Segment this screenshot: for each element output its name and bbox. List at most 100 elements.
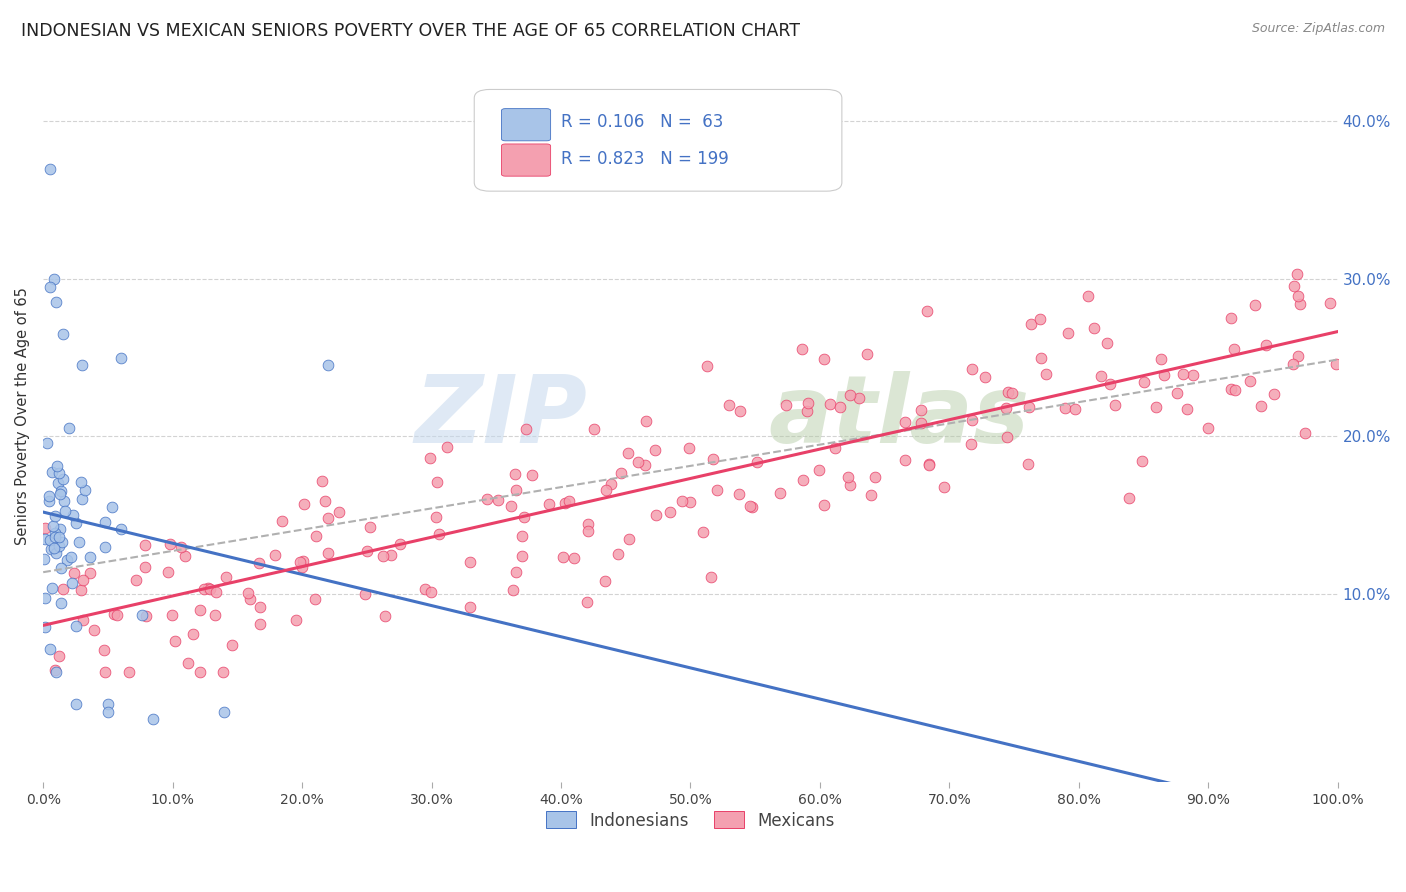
- Point: [1077, 289, 1099, 303]
- Point: [93, 643, 115, 657]
- Point: [97, 697, 120, 711]
- Point: [917, 458, 939, 472]
- Point: [249, 617, 271, 632]
- Point: [72, 491, 94, 506]
- Point: [994, 401, 1017, 415]
- Point: [706, 483, 728, 497]
- Text: atlas: atlas: [768, 370, 1029, 463]
- Point: [838, 478, 860, 492]
- Point: [45, 665, 67, 680]
- Point: [32, 552, 55, 566]
- Point: [46, 459, 69, 474]
- Point: [995, 430, 1018, 444]
- Point: [1064, 401, 1087, 416]
- Point: [426, 475, 449, 489]
- Point: [593, 574, 616, 588]
- Point: [177, 657, 200, 671]
- Point: [824, 441, 846, 455]
- Point: [285, 613, 308, 627]
- Point: [856, 346, 879, 360]
- Point: [52, 473, 75, 487]
- Point: [1282, 357, 1305, 371]
- Point: [460, 555, 482, 569]
- Point: [42, 518, 65, 533]
- Point: [818, 397, 841, 411]
- Point: [910, 403, 932, 417]
- Point: [70, 475, 93, 489]
- Point: [38, 493, 60, 508]
- Point: [1256, 338, 1278, 352]
- Point: [522, 467, 544, 482]
- Point: [39, 533, 62, 548]
- Point: [576, 524, 599, 539]
- Text: R = 0.106   N =  63: R = 0.106 N = 63: [561, 112, 723, 131]
- Point: [1285, 267, 1308, 281]
- Point: [1118, 491, 1140, 505]
- Point: [1144, 400, 1167, 414]
- Point: [62, 508, 84, 523]
- Point: [131, 608, 153, 623]
- Point: [997, 385, 1019, 400]
- Point: [1223, 384, 1246, 398]
- Point: [238, 585, 260, 599]
- Point: [501, 499, 523, 513]
- Point: [551, 549, 574, 564]
- Point: [645, 508, 668, 523]
- Point: [79, 549, 101, 564]
- Point: [769, 486, 792, 500]
- Point: [65, 516, 87, 531]
- Point: [1171, 367, 1194, 381]
- Point: [70, 583, 93, 598]
- Point: [117, 665, 139, 680]
- Point: [46, 476, 69, 491]
- Point: [52, 326, 75, 341]
- Point: [659, 505, 682, 519]
- Point: [1250, 399, 1272, 413]
- Point: [239, 592, 262, 607]
- Point: [291, 560, 314, 574]
- Point: [813, 352, 835, 367]
- Point: [513, 510, 536, 524]
- Text: Source: ZipAtlas.com: Source: ZipAtlas.com: [1251, 22, 1385, 36]
- Point: [97, 705, 120, 719]
- Point: [292, 497, 315, 511]
- Point: [917, 303, 939, 318]
- Point: [692, 525, 714, 540]
- Point: [745, 454, 768, 468]
- Point: [65, 697, 87, 711]
- Point: [599, 477, 621, 491]
- Point: [863, 469, 886, 483]
- Point: [79, 566, 101, 580]
- Point: [609, 467, 631, 481]
- Point: [44, 526, 66, 541]
- Point: [101, 500, 124, 514]
- Point: [894, 453, 917, 467]
- Point: [63, 566, 86, 580]
- Point: [1284, 278, 1306, 293]
- Point: [67, 535, 90, 549]
- Point: [960, 413, 983, 427]
- Point: [52, 493, 75, 508]
- Point: [696, 359, 718, 374]
- Point: [271, 514, 294, 528]
- Point: [160, 608, 183, 623]
- Point: [699, 570, 721, 584]
- Point: [728, 487, 751, 501]
- Point: [894, 415, 917, 429]
- Point: [1288, 349, 1310, 363]
- Point: [644, 443, 666, 458]
- Point: [190, 665, 212, 680]
- Point: [425, 510, 447, 524]
- Point: [75, 483, 97, 497]
- Point: [41, 581, 63, 595]
- Point: [617, 532, 640, 546]
- Point: [39, 541, 62, 556]
- Point: [1031, 351, 1053, 366]
- Point: [316, 359, 339, 373]
- Point: [582, 422, 605, 436]
- Point: [48, 466, 70, 480]
- Point: [354, 587, 377, 601]
- Text: R = 0.823   N = 199: R = 0.823 N = 199: [561, 150, 728, 168]
- Point: [1018, 401, 1040, 415]
- Point: [1083, 321, 1105, 335]
